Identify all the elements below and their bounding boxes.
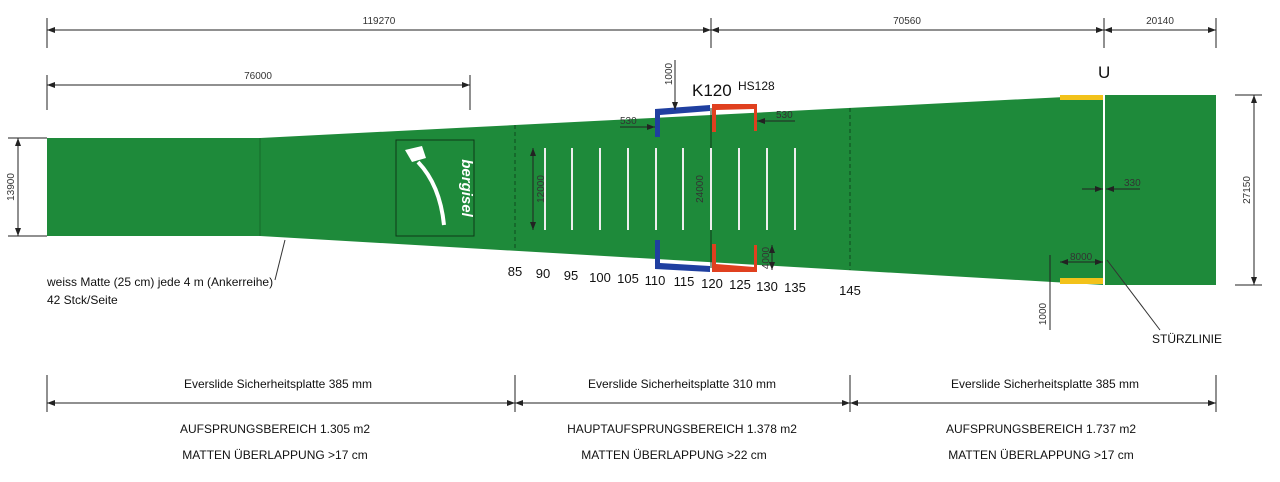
section-2: Everslide Sicherheitsplatte 310 mm HAUPT… [567, 377, 797, 462]
distance-mark: 120 [701, 276, 723, 291]
dim-start-length: 76000 [244, 71, 272, 82]
bergisel-logo: bergisel [395, 139, 475, 237]
section-area: AUFSPRUNGSBEREICH 1.305 m2 [180, 422, 370, 436]
dim-mid-width: 24000 [695, 175, 706, 203]
top-dimensions: 119270 70560 20140 76000 13900 27150 [6, 16, 1262, 286]
dim-hs-length: 4000 [761, 246, 772, 269]
dim-middle: 70560 [893, 16, 921, 27]
distance-stripes [544, 148, 796, 230]
section-overlap: MATTEN ÜBERLAPPUNG >17 cm [182, 448, 367, 462]
dim-end-width: 27150 [1242, 176, 1253, 204]
section-area: HAUPTAUFSPRUNGSBEREICH 1.378 m2 [567, 422, 797, 436]
section-plate: Everslide Sicherheitsplatte 385 mm [951, 377, 1139, 391]
hill-size-label: HS128 [738, 79, 775, 93]
distance-mark: 105 [617, 271, 639, 286]
u-point-label: U [1098, 63, 1110, 82]
section-3: Everslide Sicherheitsplatte 385 mm AUFSP… [946, 377, 1139, 462]
dim-stripe-length: 12000 [536, 175, 547, 203]
section-overlap: MATTEN ÜBERLAPPUNG >17 cm [948, 448, 1133, 462]
distance-mark: 100 [589, 270, 611, 285]
u-markers [1060, 95, 1103, 284]
distance-marks: 85 90 95 100 105 110 115 120 125 130 135… [508, 264, 861, 298]
dim-hs-offset: 530 [776, 110, 793, 121]
section-overlap: MATTEN ÜBERLAPPUNG >22 cm [581, 448, 766, 462]
anchor-note-line2: 42 Stck/Seite [47, 293, 118, 307]
anchor-note-line1: weiss Matte (25 cm) jede 4 m (Ankerreihe… [46, 275, 273, 289]
dim-total-left: 119270 [363, 16, 396, 27]
distance-mark: 95 [564, 268, 578, 283]
dim-start-width: 13900 [6, 173, 17, 201]
distance-mark: 145 [839, 283, 861, 298]
section-plate: Everslide Sicherheitsplatte 385 mm [184, 377, 372, 391]
section-1: Everslide Sicherheitsplatte 385 mm AUFSP… [180, 377, 372, 462]
distance-mark: 135 [784, 280, 806, 295]
dim-u-gap: 1000 [1038, 302, 1049, 325]
distance-mark: 125 [729, 277, 751, 292]
distance-mark: 130 [756, 279, 778, 294]
dim-right: 20140 [1146, 16, 1174, 27]
section-area: AUFSPRUNGSBEREICH 1.737 m2 [946, 422, 1136, 436]
section-plate: Everslide Sicherheitsplatte 310 mm [588, 377, 776, 391]
k-point-label: K120 [692, 81, 732, 100]
distance-mark: 110 [645, 273, 666, 288]
k-point-marker [655, 105, 710, 272]
distance-mark: 85 [508, 264, 522, 279]
dim-fall-gap: 330 [1124, 178, 1141, 189]
distance-mark: 115 [674, 274, 695, 289]
dim-u-length: 8000 [1070, 252, 1093, 263]
dim-k-offset: 530 [620, 116, 637, 127]
logo-text: bergisel [458, 159, 475, 217]
hs-marker [712, 104, 757, 272]
distance-mark: 90 [536, 266, 550, 281]
fall-line-label: STÜRZLINIE [1152, 332, 1222, 346]
section-dimensions [46, 375, 1217, 412]
dim-k-gap: 1000 [664, 62, 675, 85]
